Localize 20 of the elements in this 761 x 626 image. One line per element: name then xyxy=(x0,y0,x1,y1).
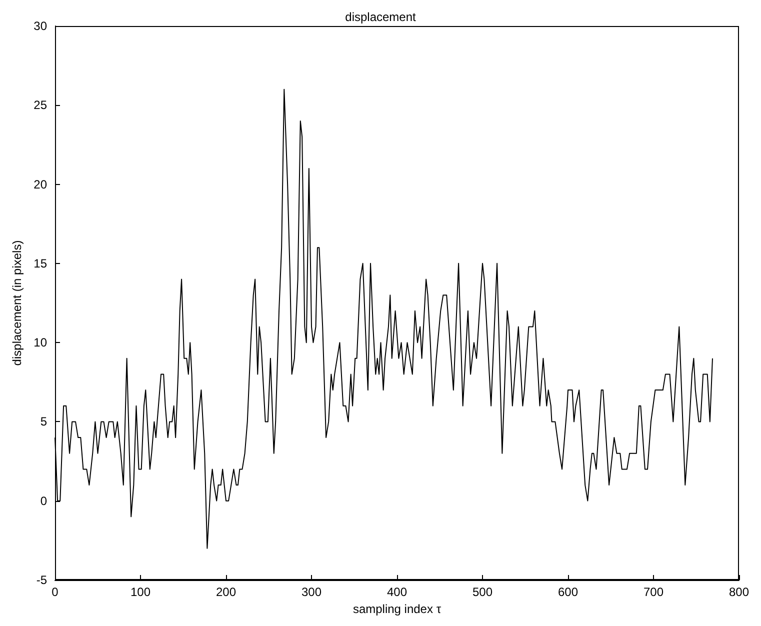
y-tick-label: 5 xyxy=(40,414,48,429)
x-tick-label: 0 xyxy=(52,585,59,599)
x-tick-label: 300 xyxy=(301,585,322,599)
x-tick-label: 600 xyxy=(558,585,578,599)
chart-title: displacement xyxy=(345,10,417,24)
y-tick-label: 30 xyxy=(34,19,48,33)
y-tick-label: -5 xyxy=(36,573,48,587)
x-tick-label: 700 xyxy=(643,585,664,599)
x-tick-label: 200 xyxy=(216,585,236,599)
x-tick-label: 800 xyxy=(728,585,750,599)
x-tick-label: 100 xyxy=(130,585,151,599)
y-tick-label: 0 xyxy=(40,494,48,508)
x-tick-label: 500 xyxy=(472,585,493,599)
y-tick-label: 25 xyxy=(34,98,48,112)
y-axis-title: displacement (in pixels) xyxy=(10,240,24,366)
x-axis-title: sampling index τ xyxy=(352,602,442,616)
y-tick-label: 10 xyxy=(34,336,48,350)
y-tick-label: 15 xyxy=(34,256,48,270)
x-tick-label: 400 xyxy=(386,585,408,599)
y-tick-label: 20 xyxy=(34,177,48,192)
